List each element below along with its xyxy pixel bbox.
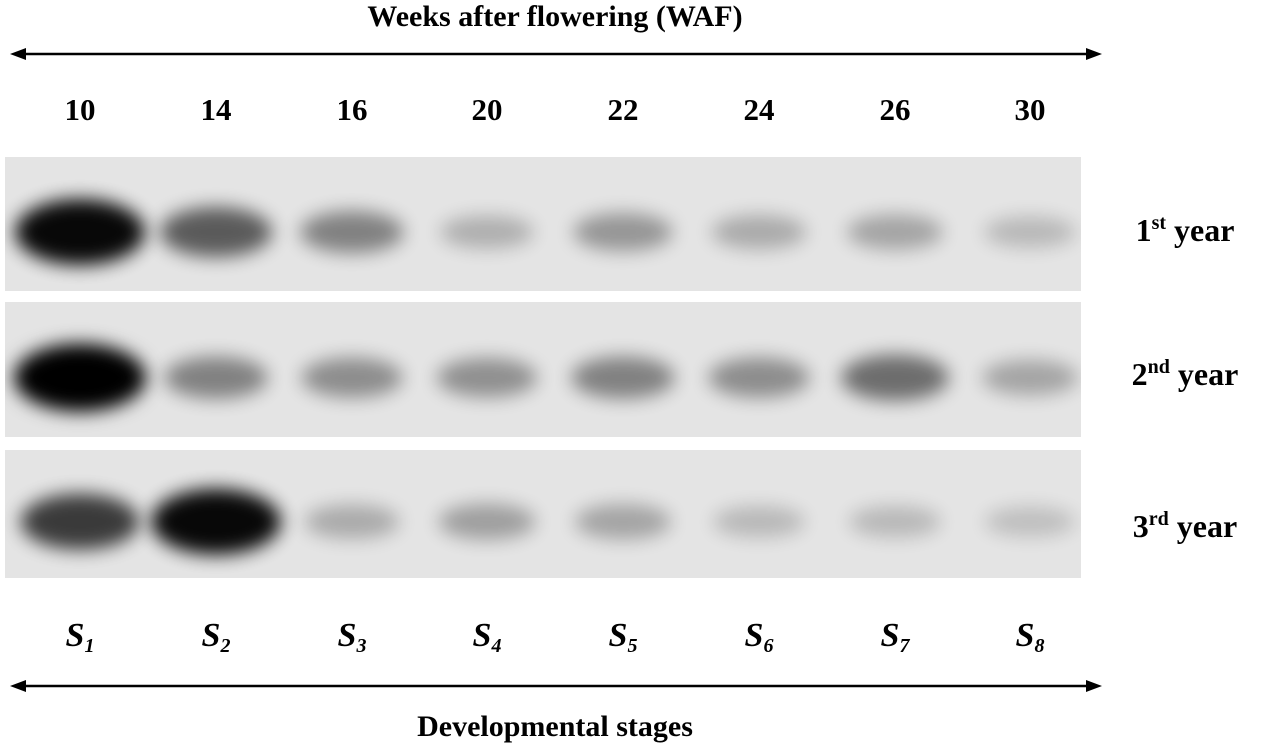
blot-band bbox=[571, 356, 675, 399]
stage-label: S5 bbox=[608, 617, 638, 657]
year-label-3: 3rd year bbox=[1132, 508, 1238, 544]
week-label: 14 bbox=[200, 92, 232, 127]
week-label: 20 bbox=[471, 92, 503, 127]
stages-title: Developmental stages bbox=[417, 710, 693, 743]
blot-band bbox=[301, 357, 403, 398]
blot-band bbox=[14, 343, 146, 412]
blot-band bbox=[159, 207, 273, 258]
blot-band bbox=[711, 215, 807, 250]
blot-band bbox=[849, 506, 941, 538]
blot-panel-year-3 bbox=[5, 450, 1081, 578]
blot-band bbox=[573, 213, 673, 252]
week-label: 22 bbox=[607, 92, 639, 127]
blot-band bbox=[847, 214, 943, 250]
week-label: 16 bbox=[336, 92, 368, 127]
blot-panel-year-1 bbox=[5, 157, 1081, 291]
stage-label: S2 bbox=[201, 617, 231, 657]
blot-band bbox=[304, 504, 400, 539]
waf-title: Weeks after flowering (WAF) bbox=[367, 0, 743, 33]
year-label-1: 1st year bbox=[1135, 212, 1235, 248]
blot-band bbox=[300, 211, 404, 254]
blot-band bbox=[440, 215, 534, 249]
stage-label: S4 bbox=[472, 617, 502, 657]
blot-band bbox=[436, 358, 538, 398]
blot-band bbox=[20, 493, 140, 550]
blot-band bbox=[841, 354, 949, 401]
stage-label: S3 bbox=[337, 617, 367, 657]
blot-band bbox=[984, 216, 1076, 248]
stage-label: S1 bbox=[65, 617, 95, 657]
blot-band bbox=[713, 506, 805, 538]
double-arrow-icon bbox=[10, 680, 1102, 692]
blot-band bbox=[438, 503, 536, 540]
week-label: 26 bbox=[879, 92, 911, 127]
week-label: 30 bbox=[1014, 92, 1046, 127]
blot-band bbox=[708, 357, 810, 398]
blot-band bbox=[984, 506, 1076, 537]
blot-panel-year-2 bbox=[5, 302, 1081, 437]
blot-band bbox=[575, 504, 671, 540]
blot-band bbox=[982, 360, 1078, 396]
blot-band bbox=[15, 199, 145, 266]
stage-label: S6 bbox=[744, 617, 774, 657]
double-arrow-icon bbox=[10, 48, 1102, 60]
stage-label: S8 bbox=[1015, 617, 1045, 657]
week-label: 24 bbox=[743, 92, 775, 127]
stage-label: S7 bbox=[880, 617, 910, 657]
year-label-2: 2nd year bbox=[1131, 356, 1239, 392]
blot-band bbox=[151, 488, 281, 555]
blot-band bbox=[164, 356, 268, 399]
week-label: 10 bbox=[64, 92, 96, 127]
